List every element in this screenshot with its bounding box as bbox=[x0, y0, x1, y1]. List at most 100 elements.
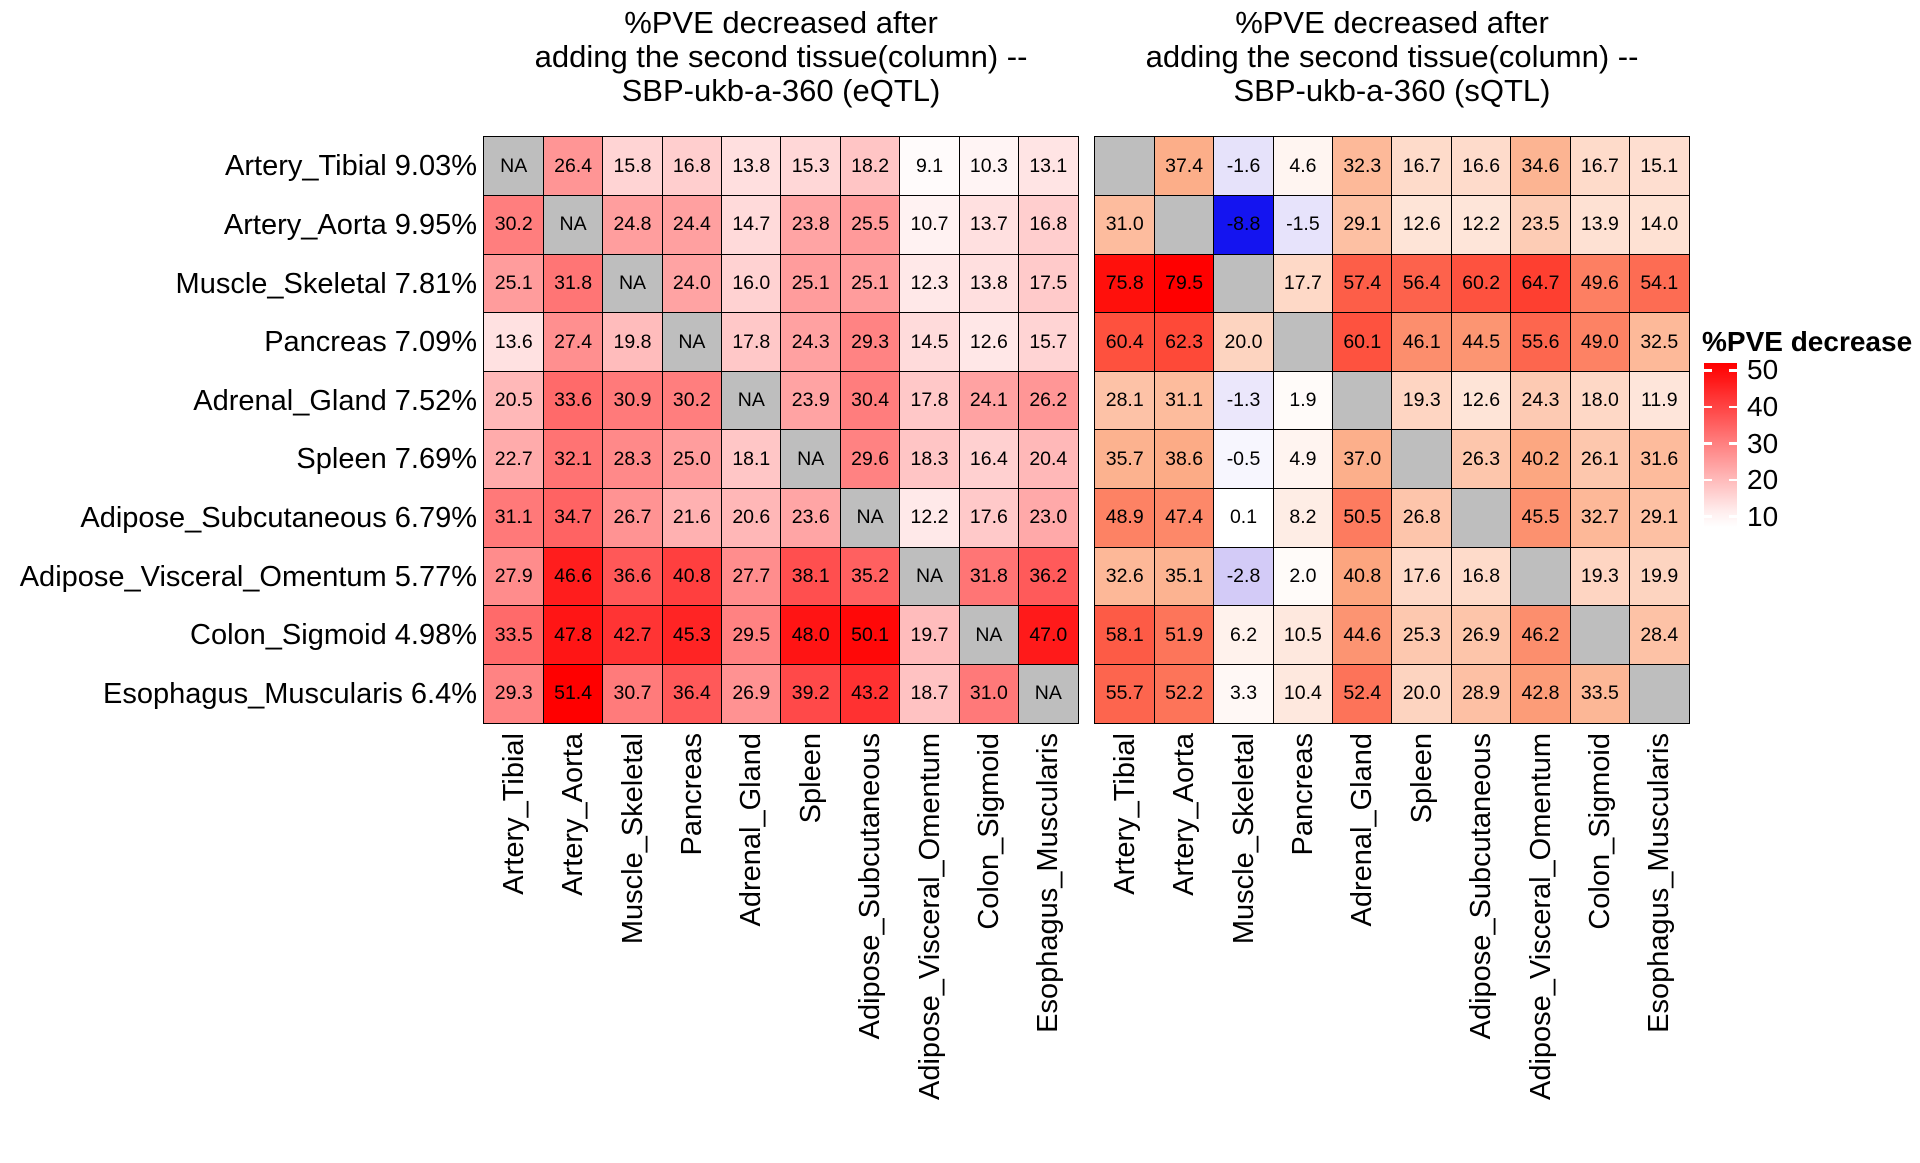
heatmap-cell: 38.6 bbox=[1153, 429, 1215, 490]
heatmap-cell: NA bbox=[839, 487, 901, 548]
legend-tick-label: 50 bbox=[1747, 354, 1779, 386]
heatmap-cell: 40.2 bbox=[1510, 429, 1571, 490]
heatmap-cell: 31.6 bbox=[1628, 429, 1690, 490]
heatmap-cell: 51.4 bbox=[542, 663, 604, 724]
heatmap-cell: 52.4 bbox=[1331, 663, 1393, 724]
heatmap-cell: 14.5 bbox=[899, 312, 960, 373]
heatmap-cell: 18.2 bbox=[839, 136, 901, 197]
heatmap-cell: 30.2 bbox=[661, 370, 723, 431]
heatmap-cell: -1.3 bbox=[1213, 370, 1274, 431]
heatmap-cell: NA bbox=[542, 194, 604, 255]
heatmap-cell: 50.1 bbox=[839, 605, 901, 666]
heatmap-cell: 25.5 bbox=[839, 194, 901, 255]
heatmap-cell: 16.7 bbox=[1569, 136, 1631, 197]
column-label: Artery_Tibial bbox=[1108, 733, 1141, 895]
heatmap-cell: 37.0 bbox=[1331, 429, 1393, 490]
heatmap-cell: 42.8 bbox=[1510, 663, 1571, 724]
heatmap-cell: 31.8 bbox=[542, 253, 604, 314]
heatmap-cell: 30.2 bbox=[483, 194, 545, 255]
heatmap-cell: 15.8 bbox=[602, 136, 663, 197]
heatmap-cell: 75.8 bbox=[1094, 253, 1156, 314]
heatmap-cell: 11.9 bbox=[1628, 370, 1690, 431]
heatmap-cell: 44.6 bbox=[1331, 605, 1393, 666]
heatmap-cell: 55.6 bbox=[1510, 312, 1571, 373]
heatmap-cell: 12.6 bbox=[1391, 194, 1453, 255]
heatmap-cell: 20.4 bbox=[1017, 429, 1079, 490]
heatmap-cell: 19.3 bbox=[1391, 370, 1453, 431]
heatmap-cell: 12.2 bbox=[1450, 194, 1512, 255]
heatmap-cell: 46.1 bbox=[1391, 312, 1453, 373]
column-label: Artery_Aorta bbox=[1168, 733, 1201, 896]
row-label: Spleen 7.69% bbox=[296, 443, 477, 476]
column-label: Colon_Sigmoid bbox=[972, 733, 1005, 930]
heatmap-cell: 36.6 bbox=[602, 546, 663, 607]
heatmap-cell: 26.3 bbox=[1450, 429, 1512, 490]
heatmap-cell: 13.7 bbox=[958, 194, 1020, 255]
heatmap-cell: 46.6 bbox=[542, 546, 604, 607]
column-label: Artery_Tibial bbox=[497, 733, 530, 895]
legend-tick-mark bbox=[1729, 369, 1737, 372]
heatmap-cell: 28.1 bbox=[1094, 370, 1156, 431]
heatmap-cell: 47.8 bbox=[542, 605, 604, 666]
heatmap-cell bbox=[1153, 194, 1215, 255]
heatmap-cell: 28.4 bbox=[1628, 605, 1690, 666]
column-label: Adipose_Visceral_Omentum bbox=[913, 733, 946, 1100]
row-label: Artery_Aorta 9.95% bbox=[223, 208, 477, 241]
column-label: Adrenal_Gland bbox=[735, 733, 768, 927]
heatmap-cell: 64.7 bbox=[1510, 253, 1571, 314]
heatmap-cell: 28.3 bbox=[602, 429, 663, 490]
heatmap-cell: 26.4 bbox=[542, 136, 604, 197]
heatmap-cell bbox=[1331, 370, 1393, 431]
heatmap-cell: 17.6 bbox=[1391, 546, 1453, 607]
heatmap-cell: 12.6 bbox=[958, 312, 1020, 373]
heatmap-cell: 17.7 bbox=[1272, 253, 1334, 314]
heatmap-cell: 38.1 bbox=[780, 546, 842, 607]
heatmap-cell: 26.2 bbox=[1017, 370, 1079, 431]
heatmap-cell: 16.8 bbox=[661, 136, 723, 197]
heatmap-cell: 45.3 bbox=[661, 605, 723, 666]
heatmap-cell: 31.0 bbox=[958, 663, 1020, 724]
heatmap-cell: 10.7 bbox=[899, 194, 960, 255]
heatmap-cell: 49.0 bbox=[1569, 312, 1631, 373]
heatmap-cell bbox=[1450, 487, 1512, 548]
row-label: Muscle_Skeletal 7.81% bbox=[175, 267, 477, 300]
heatmap-cell: 18.1 bbox=[720, 429, 782, 490]
heatmap-cell: NA bbox=[720, 370, 782, 431]
heatmap-cell: 18.3 bbox=[899, 429, 960, 490]
heatmap-cell: 47.0 bbox=[1017, 605, 1079, 666]
heatmap-cell: 52.2 bbox=[1153, 663, 1215, 724]
heatmap-cell: 24.8 bbox=[602, 194, 663, 255]
heatmap-cell: 29.3 bbox=[839, 312, 901, 373]
legend-tick-mark bbox=[1729, 478, 1737, 482]
heatmap-cell: -1.5 bbox=[1272, 194, 1334, 255]
legend-tick-mark bbox=[1704, 369, 1712, 372]
heatmap-cell: 48.0 bbox=[780, 605, 842, 666]
heatmap-cell: 40.8 bbox=[661, 546, 723, 607]
legend-title: %PVE decrease bbox=[1702, 326, 1913, 357]
heatmap-cell bbox=[1510, 546, 1571, 607]
heatmap-cell: 28.9 bbox=[1450, 663, 1512, 724]
heatmap-cell: 60.2 bbox=[1450, 253, 1512, 314]
column-label: Colon_Sigmoid bbox=[1583, 733, 1616, 930]
heatmap-cell: 18.0 bbox=[1569, 370, 1631, 431]
heatmap-cell bbox=[1094, 136, 1156, 197]
heatmap-cell: 37.4 bbox=[1153, 136, 1215, 197]
heatmap-cell: 12.6 bbox=[1450, 370, 1512, 431]
heatmap-cell: 10.3 bbox=[958, 136, 1020, 197]
heatmap-cell: 23.8 bbox=[780, 194, 842, 255]
heatmap-cell: 26.8 bbox=[1391, 487, 1453, 548]
heatmap-cell: 23.6 bbox=[780, 487, 842, 548]
column-label: Pancreas bbox=[1286, 733, 1319, 856]
heatmap-cell: NA bbox=[958, 605, 1020, 666]
heatmap-cell: 19.7 bbox=[899, 605, 960, 666]
heatmap-cell: 58.1 bbox=[1094, 605, 1156, 666]
legend-tick-mark bbox=[1729, 442, 1737, 445]
heatmap-cell: 60.1 bbox=[1331, 312, 1393, 373]
heatmap-cell: 24.3 bbox=[780, 312, 842, 373]
row-label: Adipose_Visceral_Omentum 5.77% bbox=[19, 560, 477, 593]
legend-tick-label: 10 bbox=[1747, 500, 1779, 532]
heatmap-cell: 25.3 bbox=[1391, 605, 1453, 666]
heatmap-cell: NA bbox=[1017, 663, 1079, 724]
heatmap-cell: 1.9 bbox=[1272, 370, 1334, 431]
heatmap-cell: 34.7 bbox=[542, 487, 604, 548]
